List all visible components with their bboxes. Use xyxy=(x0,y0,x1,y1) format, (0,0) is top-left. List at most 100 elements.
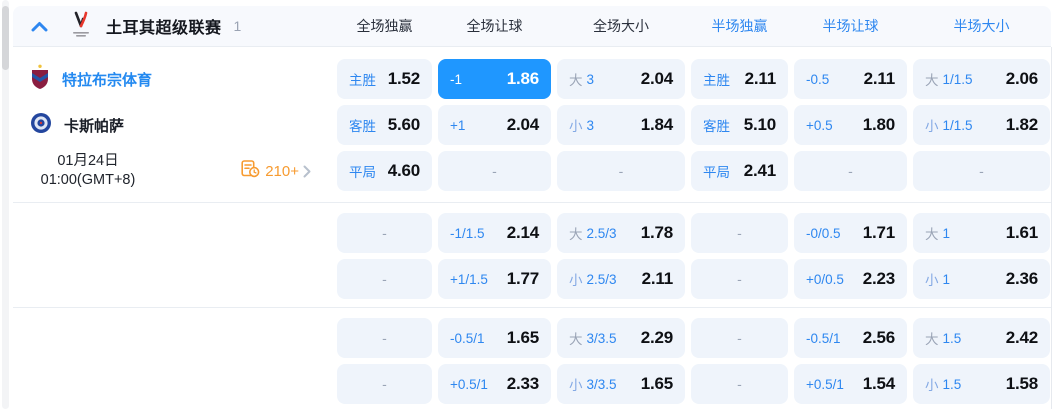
odds-cell[interactable]: 主胜 2.11 xyxy=(691,59,788,99)
odds-cell[interactable]: 大 3 2.04 xyxy=(557,59,685,99)
odds-label: -0.5/1 xyxy=(450,330,485,346)
overunder-side: 小 xyxy=(925,378,939,393)
odds-value: 2.11 xyxy=(744,69,777,88)
column-header-fulltime-overunder: 全场大小 xyxy=(593,18,649,34)
odds-value: 2.41 xyxy=(743,161,776,180)
odds-value: 1.84 xyxy=(640,115,673,134)
odds-cell[interactable]: 大 1/1.5 2.06 xyxy=(913,59,1050,99)
odds-value: 2.23 xyxy=(862,269,895,288)
odds-cell[interactable]: -0/0.5 1.71 xyxy=(794,213,907,253)
odds-cell[interactable]: +0.5/1 2.33 xyxy=(438,364,551,404)
odds-cell[interactable]: 小 1 2.36 xyxy=(913,259,1050,299)
overunder-side: 大 xyxy=(569,227,583,242)
match-date: 01月24日 xyxy=(57,153,119,169)
odds-cell[interactable]: 大 3/3.5 2.29 xyxy=(557,318,685,358)
odds-cell[interactable]: +0/0.5 2.23 xyxy=(794,259,907,299)
odds-cell[interactable]: 小 1.5 1.58 xyxy=(913,364,1050,404)
odds-value: 2.11 xyxy=(641,269,674,288)
block-divider xyxy=(13,202,1051,203)
odds-value: 2.33 xyxy=(506,374,539,393)
odds-value: 5.10 xyxy=(743,115,776,134)
overunder-handicap: 3/3.5 xyxy=(586,376,617,392)
overunder-handicap: 2.5/3 xyxy=(586,271,617,287)
odds-cell[interactable]: 小 3 1.84 xyxy=(557,105,685,145)
odds-cell[interactable]: -1/1.5 2.14 xyxy=(438,213,551,253)
odds-value: 1.58 xyxy=(1005,374,1038,393)
odds-label: -1 xyxy=(450,71,463,87)
home-team-row[interactable]: 特拉布宗体育 xyxy=(13,59,331,99)
odds-cell[interactable]: -0.5/1 2.56 xyxy=(794,318,907,358)
odds-cell[interactable]: 小 1/1.5 1.82 xyxy=(913,105,1050,145)
odds-block: - -0.5/1 1.65 大 3/3.5 2.29- -0.5/1 2.56 大 1.5 2.42… xyxy=(13,308,1051,409)
overunder-handicap: 3 xyxy=(586,117,595,133)
odds-value: 1.80 xyxy=(862,115,895,134)
away-team-row[interactable]: 卡斯帕萨 xyxy=(13,105,331,145)
odds-value: 1.71 xyxy=(862,223,895,242)
column-header-halftime-overunder: 半场大小 xyxy=(953,18,1010,34)
odds-cell[interactable]: 小 2.5/3 2.11 xyxy=(557,259,685,299)
odds-cell[interactable]: +1/1.5 1.77 xyxy=(438,259,551,299)
odds-cell[interactable]: 主胜 1.52 xyxy=(337,59,432,99)
odds-label: +0.5/1 xyxy=(806,376,844,392)
odds-value: 2.11 xyxy=(863,69,896,88)
vertical-scrollbar-track[interactable] xyxy=(2,0,9,409)
odds-cell[interactable]: 平局 4.60 xyxy=(337,151,432,191)
odds-block: 特拉布宗体育 主胜 1.52 -1 1.86 大 3 2.04 主胜 2.11 -0.5 2.11 大 1… xyxy=(13,47,1051,202)
odds-label: +0.5/1 xyxy=(450,376,488,392)
overunder-line: 大 1/1.5 xyxy=(925,69,973,89)
league-header-left: 土耳其超级联赛 1 xyxy=(13,11,331,41)
odds-cell-empty: - xyxy=(691,259,788,299)
overunder-side: 大 xyxy=(925,73,939,88)
odds-cell[interactable]: +0.5/1 1.54 xyxy=(794,364,907,404)
odds-label: 主胜 xyxy=(349,73,376,88)
header-divider xyxy=(13,46,1051,47)
overunder-line: 小 1/1.5 xyxy=(925,115,973,135)
odds-cell[interactable]: 客胜 5.10 xyxy=(691,105,788,145)
odds-cell[interactable]: 大 1 1.61 xyxy=(913,213,1050,253)
overunder-side: 小 xyxy=(569,119,583,134)
odds-value: 2.06 xyxy=(1005,69,1038,88)
odds-cell[interactable]: 大 1.5 2.42 xyxy=(913,318,1050,358)
away-team-name: 卡斯帕萨 xyxy=(64,117,125,135)
odds-value: 2.29 xyxy=(640,328,673,347)
odds-cell[interactable]: +0.5 1.80 xyxy=(794,105,907,145)
odds-label: +1 xyxy=(450,117,466,133)
overunder-handicap: 1.5 xyxy=(942,330,962,346)
vertical-scrollbar-thumb[interactable] xyxy=(2,6,9,70)
overunder-handicap: 2.5/3 xyxy=(586,225,617,241)
odds-cell-empty: - xyxy=(691,364,788,404)
odds-cell[interactable]: 小 3/3.5 1.65 xyxy=(557,364,685,404)
column-header-halftime-1x2: 半场独赢 xyxy=(711,18,768,34)
chevron-up-icon xyxy=(31,21,48,32)
odds-cell[interactable]: 大 2.5/3 1.78 xyxy=(557,213,685,253)
markets-list-icon xyxy=(241,159,260,183)
odds-cell[interactable]: +1 2.04 xyxy=(438,105,551,145)
home-team-name: 特拉布宗体育 xyxy=(62,71,153,89)
home-team-logo xyxy=(30,64,50,95)
odds-value: 1.65 xyxy=(506,328,539,347)
more-markets-badge[interactable]: 210+ xyxy=(241,159,311,183)
odds-label: 平局 xyxy=(349,165,376,180)
overunder-handicap: 1/1.5 xyxy=(942,71,973,87)
collapse-button[interactable] xyxy=(28,15,50,37)
overunder-side: 大 xyxy=(569,73,583,88)
empty-dash: - xyxy=(848,163,853,179)
odds-block: - -1/1.5 2.14 大 2.5/3 1.78- -0/0.5 1.71 大 1 1.61- +… xyxy=(13,203,1051,307)
odds-table-body: 特拉布宗体育 主胜 1.52 -1 1.86 大 3 2.04 主胜 2.11 -0.5 2.11 大 1… xyxy=(13,47,1051,409)
left-spacer xyxy=(13,259,331,299)
odds-cell[interactable]: -0.5/1 1.65 xyxy=(438,318,551,358)
chevron-right-icon xyxy=(303,165,311,178)
odds-cell-selected[interactable]: -1 1.86 xyxy=(438,59,551,99)
odds-cell[interactable]: -0.5 2.11 xyxy=(794,59,907,99)
odds-label: 主胜 xyxy=(703,73,730,88)
odds-label: 平局 xyxy=(703,165,730,180)
odds-cell[interactable]: 平局 2.41 xyxy=(691,151,788,191)
column-header-halftime-handicap: 半场让球 xyxy=(822,18,879,34)
odds-cell[interactable]: 客胜 5.60 xyxy=(337,105,432,145)
odds-value: 2.14 xyxy=(506,223,539,242)
overunder-handicap: 3/3.5 xyxy=(586,330,617,346)
odds-cell-empty: - xyxy=(438,151,551,191)
match-datetime: 01月24日 01:00(GMT+8) xyxy=(25,152,151,190)
odds-value: 1.78 xyxy=(640,223,673,242)
